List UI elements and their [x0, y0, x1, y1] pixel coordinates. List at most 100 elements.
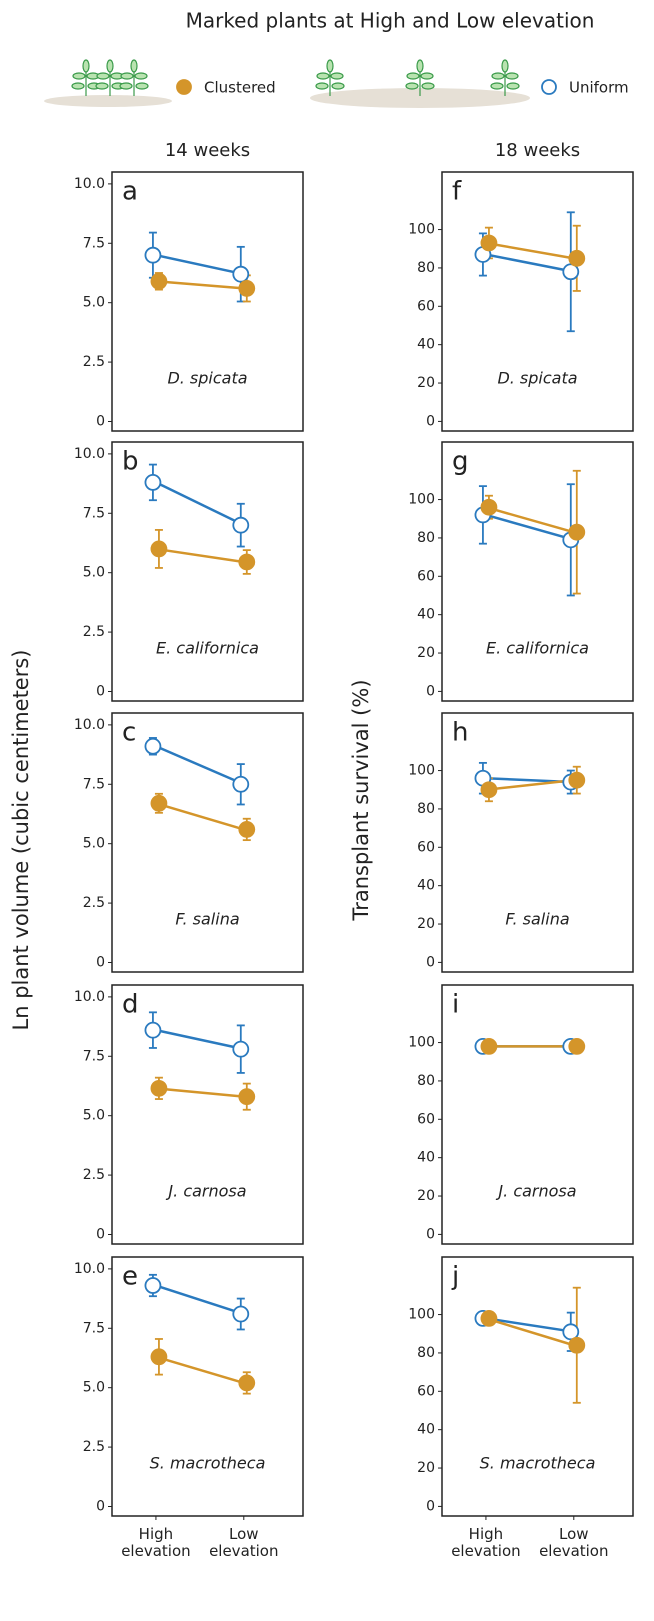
x-tick-label: Low elevation	[209, 1525, 279, 1560]
y-tick-label: 0	[426, 1226, 435, 1242]
point	[238, 553, 256, 571]
point	[568, 1037, 586, 1055]
point	[144, 737, 162, 755]
y-tick-label: 7.5	[83, 1048, 105, 1064]
panel-label: i	[452, 990, 459, 1020]
series-line	[155, 802, 245, 831]
point	[562, 263, 580, 281]
y-tick-label: 5.0	[83, 1108, 105, 1124]
species-label: D. spicata	[497, 369, 577, 388]
y-tick-label: 5.0	[83, 565, 105, 581]
y-tick-label: 2.5	[83, 354, 105, 370]
panel-label: b	[122, 447, 139, 477]
point	[144, 473, 162, 491]
y-tick-label: 7.5	[83, 776, 105, 792]
figure-title: Marked plants at High and Low elevation	[186, 9, 595, 33]
panel-frame	[441, 171, 634, 432]
y-tick-label: 2.5	[83, 624, 105, 640]
series-line	[155, 253, 245, 276]
panel-frame	[111, 984, 304, 1245]
panel: 0 20 40 60 80 100 g E. californica	[408, 441, 634, 702]
y-tick-label: 60	[417, 1383, 435, 1399]
x-tick-label: High elevation	[121, 1525, 191, 1560]
y-tick-label: 2.5	[83, 895, 105, 911]
y-tick-label: 5.0	[83, 836, 105, 852]
y-tick-label: 0	[426, 1498, 435, 1514]
y-tick-label: 0	[96, 954, 105, 970]
species-label: E. californica	[156, 639, 259, 658]
y-tick-label: 0	[96, 1498, 105, 1514]
panel-frame	[111, 712, 304, 973]
point	[480, 234, 498, 252]
point	[568, 523, 586, 541]
point	[480, 781, 498, 799]
point	[232, 265, 250, 283]
panel-label: g	[452, 447, 469, 477]
point	[144, 1277, 162, 1294]
series-line	[485, 241, 575, 260]
species-label: J. carnosa	[165, 1182, 246, 1201]
species-label: F. salina	[505, 910, 569, 929]
y-tick-label: 100	[408, 1307, 435, 1323]
point	[150, 1348, 168, 1366]
panel-frame	[441, 984, 634, 1245]
panel: 0 20 40 60 80 100 j S. macrotheca	[408, 1256, 634, 1520]
y-tick-label: 40	[417, 1422, 435, 1438]
species-label: E. californica	[486, 639, 589, 658]
point	[238, 280, 256, 297]
point	[150, 272, 168, 290]
column-title: 14 weeks	[165, 140, 250, 161]
series-line	[155, 280, 244, 290]
y-tick-label: 80	[417, 1073, 435, 1089]
y-tick-label: 60	[417, 1111, 435, 1127]
y-tick-label: 0	[96, 683, 105, 699]
series-line	[155, 1028, 245, 1051]
y-tick-label: 80	[417, 1345, 435, 1361]
y-tick-label: 60	[417, 839, 435, 855]
series-line	[155, 1284, 245, 1316]
series-line	[155, 1087, 244, 1098]
point	[232, 516, 250, 534]
point	[568, 249, 586, 267]
panel: 0 2.5 5.0 7.5 10.0 c F. salina	[74, 712, 304, 973]
panel-label: a	[122, 177, 138, 207]
legend-label: Uniform	[569, 79, 629, 97]
legend-illustration	[44, 59, 530, 108]
series-line	[485, 513, 575, 542]
point	[238, 1374, 256, 1392]
series-line	[485, 506, 575, 534]
panel-label: h	[452, 718, 468, 748]
y-tick-label: 0	[426, 954, 435, 970]
point	[568, 1336, 586, 1354]
y-tick-label: 7.5	[83, 505, 105, 521]
panel-frame	[111, 1256, 304, 1517]
point	[232, 775, 250, 793]
y-tick-label: 80	[417, 801, 435, 817]
panel: 0 2.5 5.0 7.5 10.0 e S. macrotheca	[74, 1256, 304, 1520]
y-tick-label: 20	[417, 375, 435, 391]
species-label: S. macrotheca	[480, 1454, 596, 1473]
point	[144, 246, 162, 264]
y-tick-label: 7.5	[83, 235, 105, 251]
panel-label: d	[122, 990, 139, 1020]
panel-label: f	[452, 177, 462, 207]
species-label: F. salina	[175, 910, 239, 929]
y-tick-label: 100	[408, 763, 435, 779]
y-tick-label: 0	[426, 683, 435, 699]
point	[238, 1088, 256, 1106]
point	[144, 1021, 162, 1039]
series-line	[155, 745, 245, 786]
point	[480, 1309, 498, 1327]
panel-label: e	[122, 1262, 138, 1292]
point	[232, 1040, 250, 1058]
species-label: D. spicata	[167, 369, 247, 388]
y-tick-label: 10.0	[74, 717, 105, 733]
y-tick-label: 100	[408, 1035, 435, 1051]
legend-marker	[176, 79, 192, 95]
series-line	[485, 778, 574, 791]
y-tick-label: 7.5	[83, 1320, 105, 1336]
y-tick-label: 5.0	[83, 295, 105, 311]
y-tick-label: 40	[417, 878, 435, 894]
